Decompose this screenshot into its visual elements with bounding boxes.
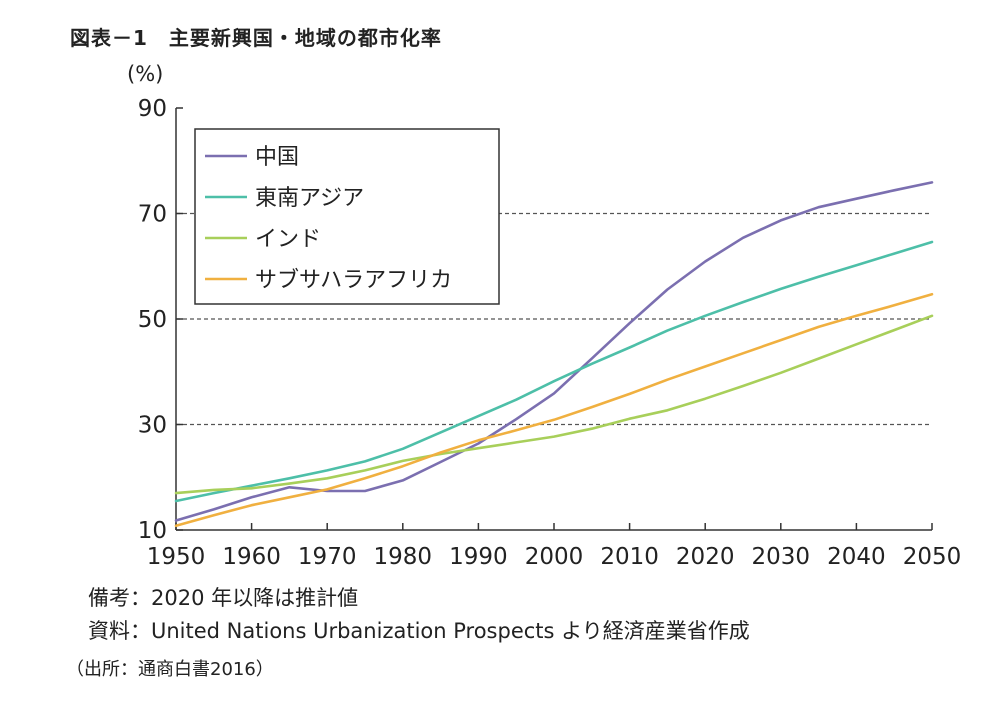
series-line bbox=[174, 181, 934, 522]
y-axis-unit-label: (%) bbox=[127, 62, 164, 86]
remark-note: 備考：2020 年以降は推計値 bbox=[88, 586, 359, 610]
x-tick-label: 1960 bbox=[222, 544, 281, 570]
y-tick-label: 50 bbox=[138, 307, 167, 333]
y-tick-label: 70 bbox=[138, 202, 167, 228]
legend-label: サブサハラアフリカ bbox=[255, 268, 452, 293]
x-tick-label: 2030 bbox=[752, 544, 811, 570]
data-source-note: 資料：United Nations Urbanization Prospects… bbox=[88, 619, 750, 643]
y-tick-label: 10 bbox=[138, 518, 167, 544]
line-chart: 10 30 50 70 90 1950 1960 1970 1980 1990 2000 2010 20… bbox=[138, 96, 962, 570]
figure-title: 図表－1 主要新興国・地域の都市化率 bbox=[70, 26, 442, 50]
legend-label: インド bbox=[255, 227, 321, 252]
series-line bbox=[174, 292, 934, 528]
x-tick-label: 1950 bbox=[147, 544, 206, 570]
legend-label: 東南アジア bbox=[255, 186, 364, 211]
series-line bbox=[174, 240, 934, 503]
x-tick-label: 1980 bbox=[374, 544, 433, 570]
y-tick-label: 90 bbox=[138, 96, 167, 122]
x-tick-label: 1970 bbox=[298, 544, 357, 570]
x-tick-label: 2000 bbox=[525, 544, 584, 570]
x-tick-label: 1990 bbox=[449, 544, 508, 570]
series-line bbox=[174, 314, 934, 495]
x-tick-label: 2050 bbox=[903, 544, 962, 570]
y-tick-label: 30 bbox=[138, 413, 167, 439]
x-tick-label: 2010 bbox=[600, 544, 659, 570]
x-tick-label: 2020 bbox=[676, 544, 735, 570]
legend-label: 中国 bbox=[255, 145, 299, 170]
citation: （出所：通商白書2016） bbox=[66, 659, 274, 680]
legend-box bbox=[194, 128, 500, 305]
x-tick-label: 2040 bbox=[827, 544, 886, 570]
